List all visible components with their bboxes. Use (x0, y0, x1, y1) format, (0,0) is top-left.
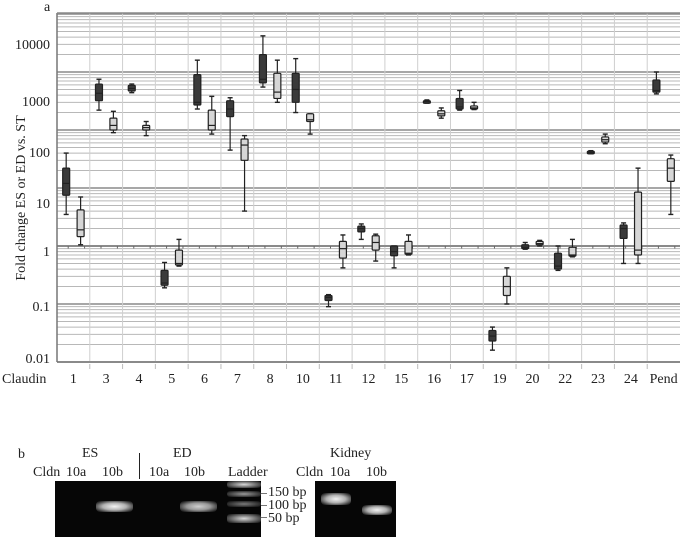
x-tick-label: 1 (69, 372, 77, 387)
band-kidney-10b (362, 505, 392, 515)
box-claudin-17-ed (469, 101, 479, 111)
panel-letter-a: a (44, 0, 51, 15)
x-tick-label: 22 (558, 372, 573, 387)
es-ed-divider (139, 453, 140, 479)
lane-label-kidney-10b: 10b (366, 465, 387, 480)
box-claudin-3-ed (109, 110, 118, 134)
lane-label-kidney-cldn: Cldn (296, 465, 324, 480)
y-tick-label: 1000 (22, 95, 50, 110)
box-claudin-7-es (226, 97, 235, 151)
box-claudin-24-ed (633, 167, 643, 265)
x-tick-label: 3 (102, 372, 110, 387)
box-claudin-19-es (488, 326, 497, 351)
gel-image-kidney (315, 481, 396, 537)
panel-letter-b: b (18, 447, 25, 462)
y-axis-title: Fold change ES or ED vs. ST (14, 115, 29, 281)
group-label-kidney: Kidney (330, 446, 372, 461)
box-claudin-15-es (389, 245, 399, 269)
y-tick-label: 10000 (15, 38, 50, 53)
box-claudin-5-es (160, 261, 169, 289)
y-tick-label: 0.01 (25, 352, 51, 367)
box-claudin-4-ed (142, 120, 151, 137)
box-claudin-8-es (258, 35, 268, 88)
gel-image-es-ed-ladder (55, 481, 261, 537)
box-claudin-4-es (127, 83, 136, 94)
box-claudin-22-ed (568, 238, 577, 258)
box-claudin-6-ed (207, 95, 216, 135)
y-tick-label: 10 (36, 197, 50, 212)
box-claudin-16-es (422, 99, 431, 104)
x-tick-label: 11 (328, 372, 343, 387)
band-kidney-10a (321, 493, 351, 505)
box-claudin-pend-ed (666, 154, 675, 216)
size-marker-50: 50 bp (268, 511, 300, 526)
band-ed-10b (180, 501, 217, 512)
box-claudin-7-ed (240, 134, 249, 212)
ladder-band-150 (227, 491, 261, 497)
box-claudin-5-ed (174, 238, 184, 267)
box-claudin-11-ed (338, 234, 348, 269)
x-tick-label: 19 (492, 372, 507, 387)
box-claudin-22-es (553, 245, 563, 272)
box-claudin-23-es (586, 149, 595, 155)
ladder-band-top (227, 481, 261, 488)
ladder-band-50 (227, 514, 261, 523)
x-tick-label: 16 (427, 372, 442, 387)
x-tick-label: 8 (266, 372, 274, 387)
x-tick-label: Pend (649, 372, 678, 387)
box-claudin-16-ed (437, 107, 446, 119)
y-tick-label: 1 (43, 245, 50, 260)
box-claudin-17-es (455, 89, 464, 111)
lane-prefix-cldn: Cldn (33, 465, 61, 480)
x-tick-label: 23 (591, 372, 606, 387)
x-tick-label: 12 (361, 372, 376, 387)
x-tick-label: 6 (201, 372, 209, 387)
box-claudin-15-ed (404, 234, 413, 256)
y-tick-label: 100 (29, 146, 50, 161)
size-marker-100: 100 bp (268, 498, 307, 513)
x-tick-label: 24 (623, 372, 638, 387)
box-claudin-11-es (324, 293, 333, 308)
box-claudin-10-ed (306, 113, 315, 135)
lane-label-es-10b: 10b (102, 465, 123, 480)
box-claudin-pend-es (652, 71, 661, 95)
lane-label-ladder: Ladder (228, 465, 268, 480)
size-marker-150: 150 bp (268, 485, 307, 500)
box-claudin-6-es (193, 59, 202, 110)
group-label-es: ES (82, 446, 99, 461)
x-tick-label: 15 (394, 372, 409, 387)
box-claudin-24-es (619, 222, 628, 265)
marker-tick-100 (261, 505, 267, 506)
box-claudin-1-es (62, 152, 71, 216)
band-es-10b (96, 501, 133, 512)
box-claudin-20-es (521, 241, 530, 250)
lane-label-ed-10a: 10a (149, 465, 170, 480)
box-claudin-19-ed (502, 267, 511, 305)
lane-label-kidney-10a: 10a (330, 465, 351, 480)
box-claudin-8-ed (273, 59, 282, 104)
lane-label-ed-10b: 10b (184, 465, 205, 480)
marker-tick-50 (261, 517, 267, 518)
x-tick-label: 20 (525, 372, 540, 387)
y-tick-label: 0.1 (32, 300, 51, 315)
box-plot-chart (56, 12, 680, 369)
box-claudin-10-es (291, 57, 300, 114)
x-tick-label: 5 (168, 372, 176, 387)
group-label-ed: ED (173, 446, 192, 461)
box-claudin-20-ed (535, 239, 544, 247)
x-tick-label: 7 (233, 372, 241, 387)
box-claudin-3-es (94, 78, 104, 111)
x-tick-label: 10 (295, 372, 310, 387)
box-claudin-12-es (357, 223, 366, 241)
x-tick-label: 17 (459, 372, 474, 387)
x-axis-prefix-label: Claudin (2, 372, 47, 387)
box-claudin-1-ed (76, 196, 85, 246)
box-claudin-23-ed (601, 133, 610, 145)
ladder-band-100 (227, 501, 261, 507)
marker-tick-150 (261, 493, 267, 494)
box-claudin-12-ed (371, 233, 380, 262)
x-tick-label: 4 (135, 372, 143, 387)
lane-label-es-10a: 10a (66, 465, 87, 480)
